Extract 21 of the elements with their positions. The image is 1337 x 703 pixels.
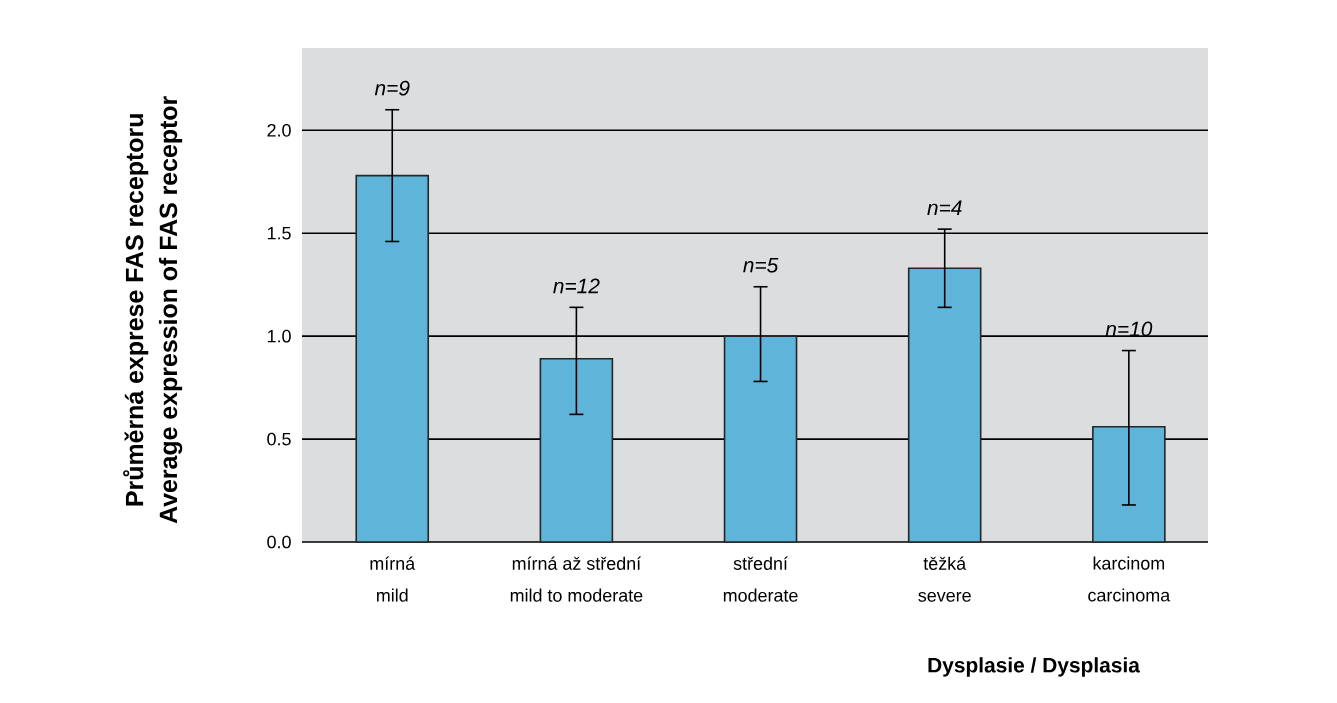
- y-tick-label: 0.5: [267, 432, 291, 446]
- annotation: n=9: [374, 80, 410, 96]
- bar: [723, 335, 798, 543]
- x-axis-title: Dysplasie / Dysplasia: [928, 657, 1141, 677]
- bar: [907, 267, 982, 543]
- y-tick-label: 1.5: [267, 226, 291, 240]
- x-tick-label: mírná mild: [370, 556, 416, 602]
- y-tick-label: 2.0: [267, 123, 291, 137]
- category-label: těžká severe: [918, 556, 971, 602]
- annotation: n=12: [553, 278, 600, 294]
- x-tick-label: karcinom carcinoma: [1088, 556, 1171, 602]
- bar: [539, 358, 614, 543]
- x-tick-label: střední moderate: [723, 556, 798, 602]
- y-tick-label: 0.0: [267, 535, 291, 549]
- annotation: n=5: [743, 257, 779, 273]
- y-axis-title: Průměrná exprese FAS receptoru Average expression of FAS receptor: [123, 96, 183, 524]
- y-tick-label: 1.0: [267, 329, 291, 343]
- x-tick-label: mírná až střední mild to moderate: [510, 556, 643, 602]
- bar: [355, 174, 430, 543]
- annotation: n=4: [927, 200, 962, 215]
- annotation: n=10: [1105, 321, 1153, 337]
